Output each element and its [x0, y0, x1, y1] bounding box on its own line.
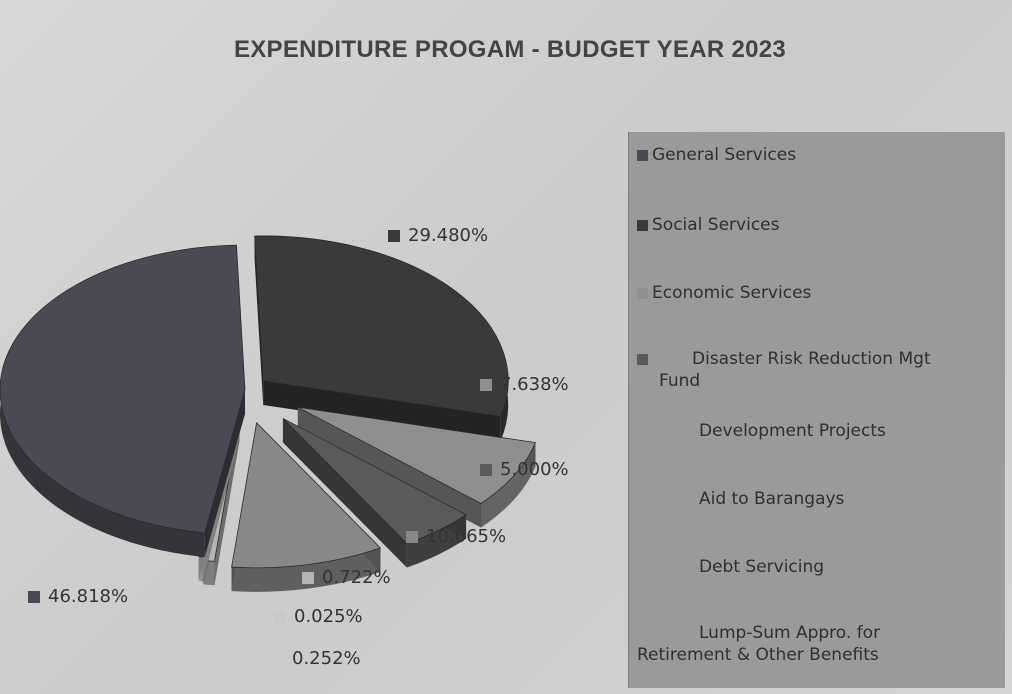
data-label-debt-servicing: 0.025% — [274, 606, 363, 627]
data-label-disaster-fund: 5.000% — [480, 459, 569, 480]
label-swatch — [302, 572, 314, 584]
pie-slice-general-services — [0, 244, 246, 558]
pie-slice-wall-general-services — [204, 390, 245, 558]
pie-slice-disaster-fund — [282, 418, 467, 568]
legend-item-lump-sum: Lump-Sum Appro. for Retirement & Other B… — [637, 623, 881, 665]
legend-item-general-services: General Services — [637, 144, 997, 166]
label-swatch — [406, 531, 418, 543]
data-label-lump-sum: 0.252% — [292, 648, 361, 669]
legend-swatch — [637, 288, 648, 299]
legend-swatch — [637, 220, 648, 231]
pie-slice-side-economic-services — [481, 442, 536, 528]
data-label-aid-to-barangays: 0.722% — [302, 567, 391, 588]
pie-slice-top-economic-services — [297, 406, 537, 504]
chart-title: EXPENDITURE PROGAM - BUDGET YEAR 2023 — [233, 36, 787, 63]
label-swatch — [480, 464, 492, 476]
label-swatch — [28, 591, 40, 603]
pie-slice-wall-economic-services — [297, 407, 482, 528]
pie-slice-economic-services — [297, 406, 537, 528]
legend-item-debt-servicing: Debt Servicing — [699, 557, 825, 577]
pie-slice-top-disaster-fund — [282, 418, 467, 545]
legend-swatch — [637, 354, 648, 365]
legend: General Services Social Services Economi… — [628, 132, 1005, 688]
pie-slice-wall-social-services — [263, 380, 501, 441]
label-swatch — [480, 379, 492, 391]
data-label-social-services: 29.480% — [388, 225, 488, 246]
pie-slice-top-general-services — [0, 244, 246, 534]
label-swatch — [388, 230, 400, 242]
legend-item-development-projects: Development Projects — [699, 421, 886, 441]
legend-swatch — [637, 150, 648, 161]
data-label-development-projects: 10.065% — [406, 526, 506, 547]
legend-item-social-services: Social Services — [637, 214, 997, 236]
legend-item-disaster-fund: Disaster Risk Reduction Mgt Fund — [637, 348, 997, 392]
label-swatch — [274, 611, 286, 623]
pie-slice-social-services — [254, 235, 509, 441]
data-label-economic-services: 7.638% — [480, 374, 569, 395]
data-label-general-services: 46.818% — [28, 586, 128, 607]
pie-slice-top-development-projects — [231, 422, 382, 569]
pie-slice-top-social-services — [254, 235, 509, 417]
legend-item-aid-to-barangays: Aid to Barangays — [699, 489, 845, 509]
pie-slice-wall-disaster-fund — [282, 418, 407, 568]
pie-slice-development-projects — [231, 422, 382, 592]
legend-item-economic-services: Economic Services — [637, 282, 997, 304]
